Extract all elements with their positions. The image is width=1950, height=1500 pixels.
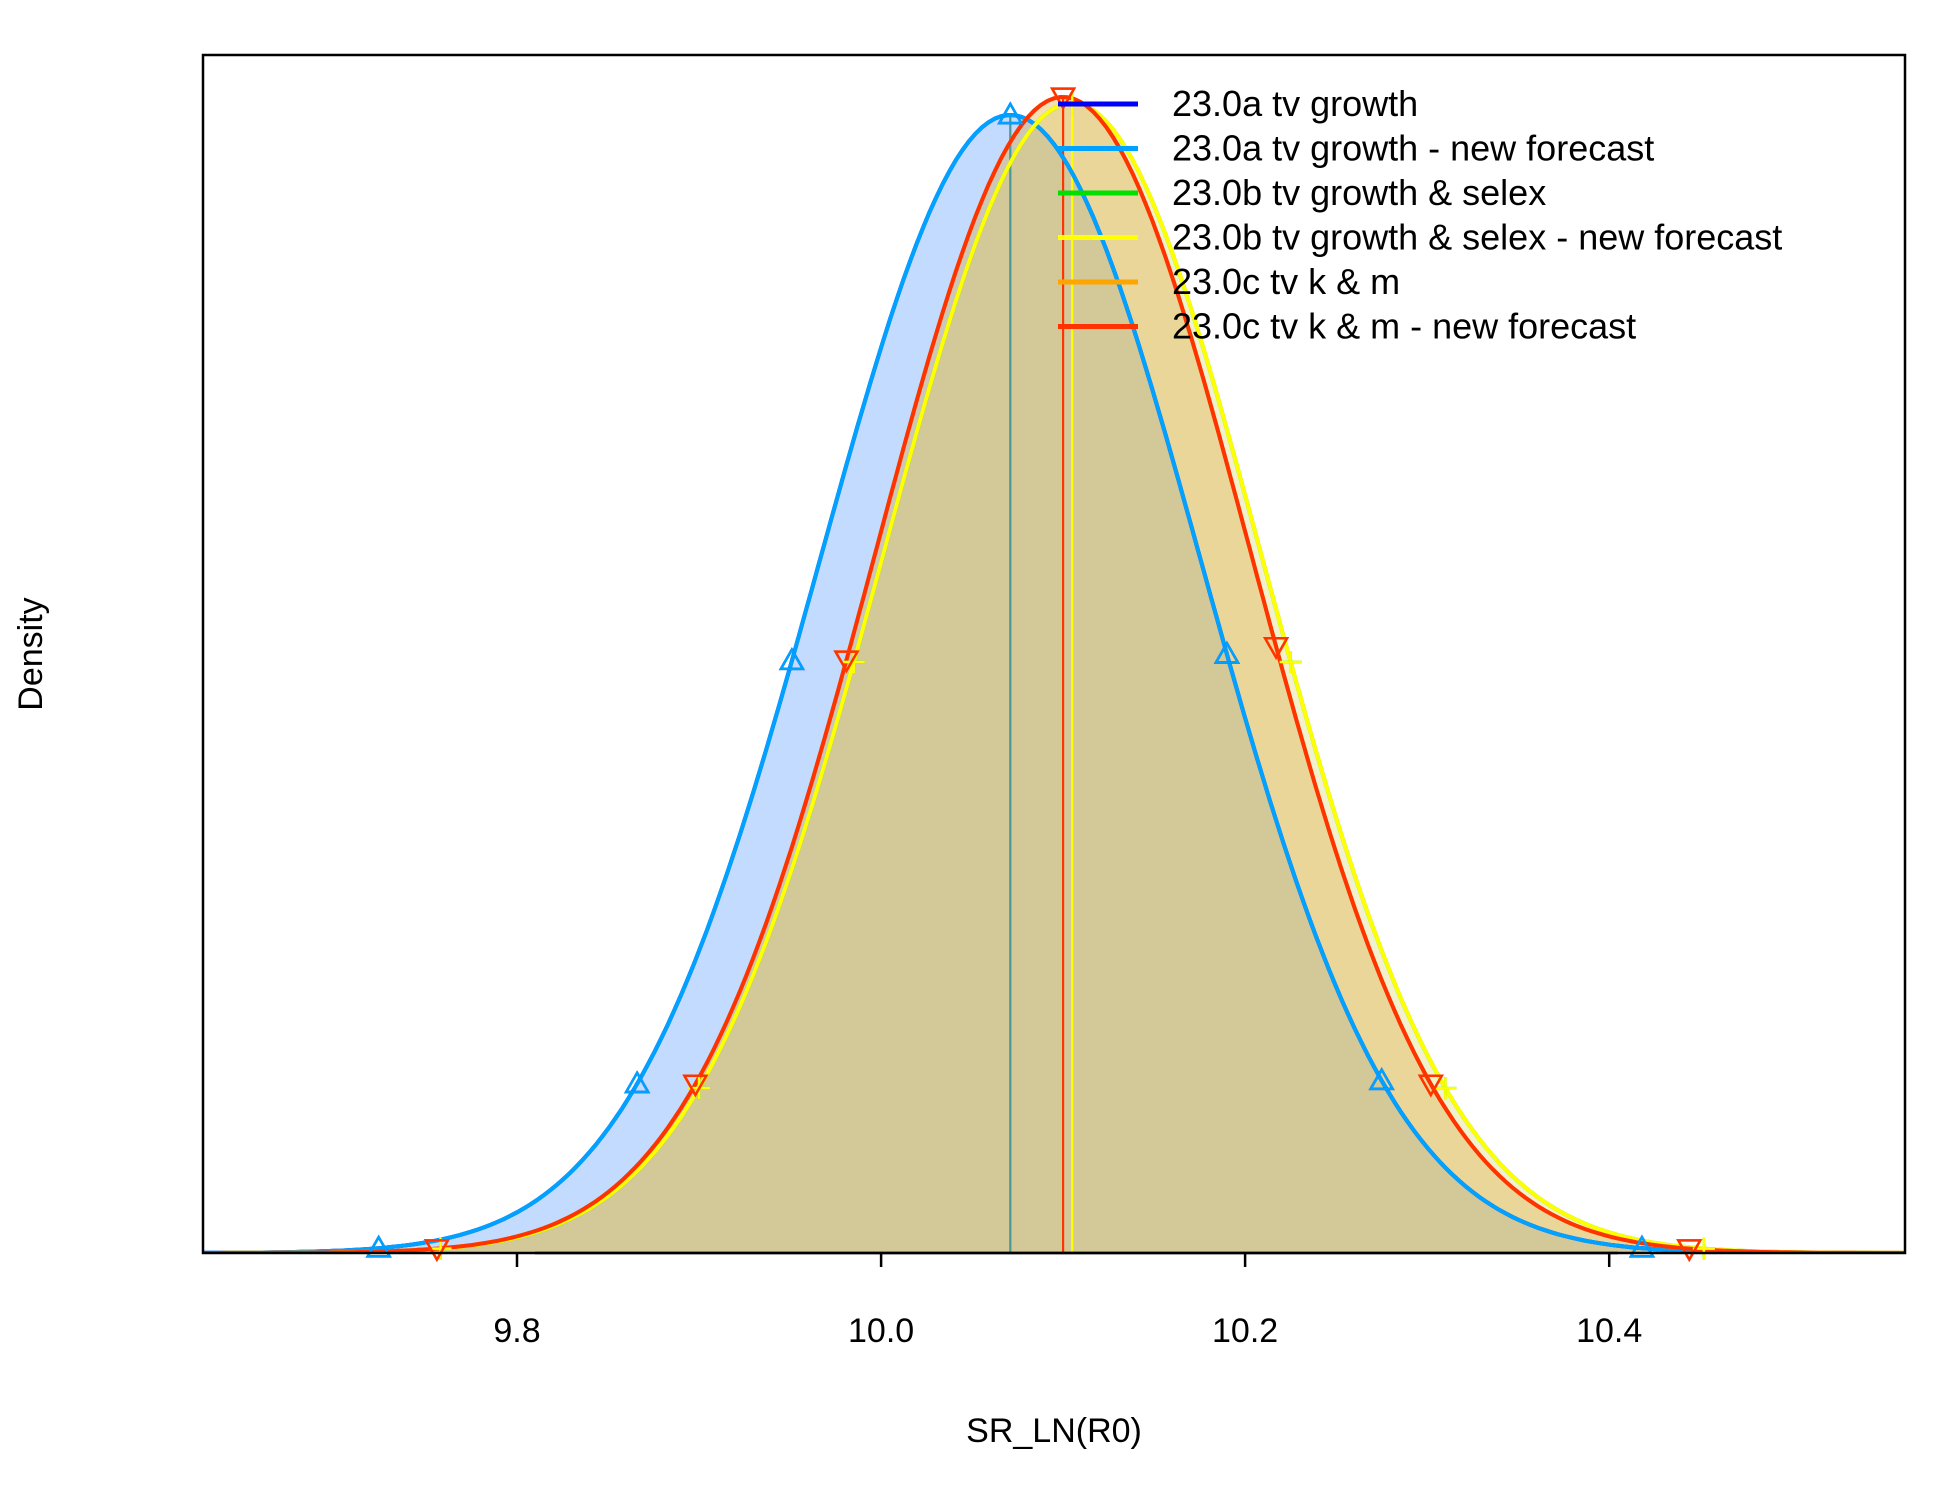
density-curve-6	[203, 94, 1905, 1253]
marker-s6-7	[1676, 1239, 1703, 1263]
x-tick-label-1: 9.8	[493, 1312, 540, 1350]
density-curve-layer	[203, 94, 1905, 1253]
x-tick-label-4: 10.4	[1576, 1312, 1642, 1350]
marker-s4-6	[1434, 1077, 1457, 1100]
marker-s6-3	[833, 650, 860, 674]
legend-label-2: 23.0a tv growth - new forecast	[1172, 128, 1654, 169]
marker-s2-7	[1628, 1234, 1656, 1258]
marker-s2-6	[1368, 1067, 1395, 1091]
marker-s6-4	[1049, 87, 1077, 111]
legend-label-5: 23.0c tv k & m	[1172, 261, 1400, 302]
marker-s6-6	[1417, 1074, 1444, 1098]
marker-s6-2	[682, 1074, 709, 1098]
mean-line-layer	[1009, 96, 1074, 1253]
x-axis: 9.8 10.0 10.2 10.4	[493, 1251, 1642, 1350]
marker-s2-5	[1213, 640, 1241, 664]
x-tick-label-3: 10.2	[1212, 1312, 1278, 1350]
marker-s4-5	[1279, 650, 1302, 673]
legend-label-3: 23.0b tv growth & selex	[1172, 172, 1546, 213]
marker-s4-3	[842, 650, 865, 673]
marker-s6-5	[1262, 637, 1290, 661]
marker-s2-2	[623, 1070, 651, 1094]
x-tick-label-2: 10.0	[848, 1312, 914, 1350]
legend-label-6: 23.0c tv k & m - new forecast	[1172, 306, 1636, 347]
y-axis-label: Density	[12, 597, 50, 710]
marker-s6-1	[423, 1239, 451, 1263]
marker-s2-4	[997, 101, 1024, 125]
legend-label-1: 23.0a tv growth	[1172, 83, 1418, 124]
quantile-marker-layer	[365, 87, 1715, 1263]
x-axis-label: SR_LN(R0)	[966, 1412, 1142, 1450]
marker-s2-1	[365, 1234, 392, 1258]
marker-s2-3	[778, 647, 806, 671]
density-curve-2	[203, 112, 1905, 1253]
legend-label-4: 23.0b tv growth & selex - new forecast	[1172, 217, 1782, 258]
